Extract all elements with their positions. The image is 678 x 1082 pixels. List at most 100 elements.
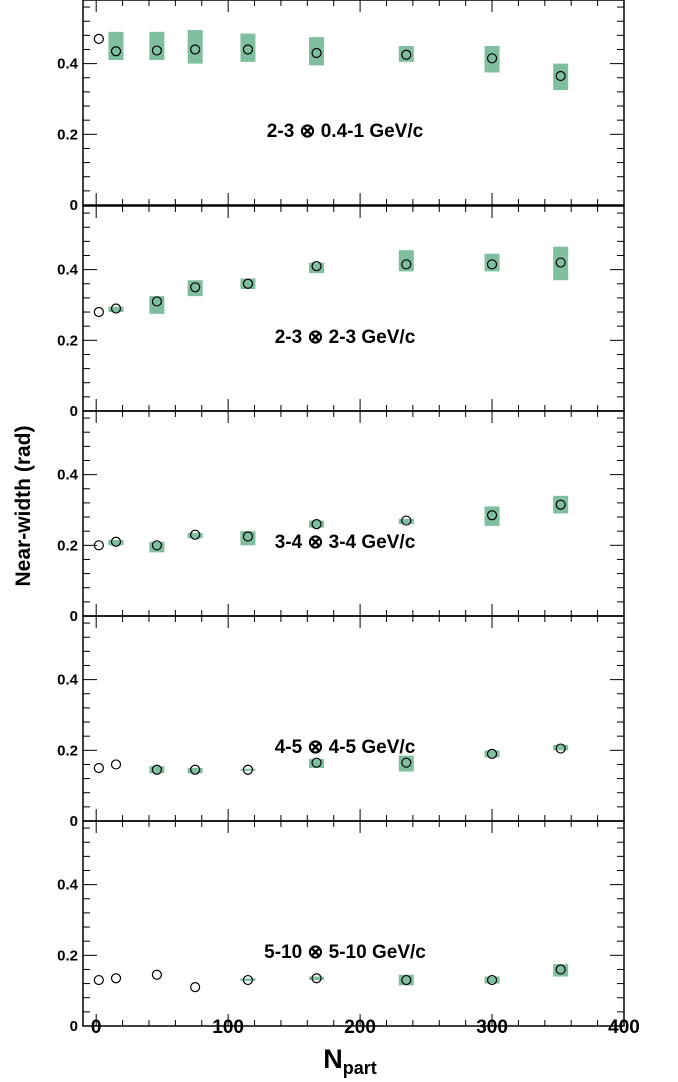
sys-box [309, 37, 325, 66]
y-tick-label: 0.4 [57, 262, 79, 279]
sys-box [553, 495, 569, 514]
data-point [93, 540, 104, 551]
data-point [151, 45, 162, 56]
y-tick-label: 0.2 [57, 332, 78, 349]
data-point [555, 499, 566, 510]
panel-label: 4-5 ⊗ 4-5 GeV/c [275, 737, 416, 758]
sys-box [149, 541, 165, 553]
data-point [486, 53, 498, 64]
sys-box [553, 246, 569, 281]
panel-frame [82, 615, 625, 822]
panel-frame [82, 0, 625, 206]
sys-box [149, 296, 165, 314]
sys-box [108, 540, 124, 546]
x-tick-label: 0 [91, 1017, 102, 1038]
data-point [401, 515, 412, 526]
data-point [486, 259, 498, 270]
sys-box [484, 45, 500, 73]
panel-frame [82, 820, 625, 1027]
data-point [110, 759, 122, 770]
y-tick-label: 0.2 [57, 537, 78, 554]
sys-box [187, 30, 203, 64]
sys-box [240, 978, 256, 982]
data-point [486, 974, 498, 986]
data-point [242, 974, 254, 986]
y-tick-label: 0 [70, 1018, 78, 1035]
sys-box [484, 750, 500, 758]
data-point [110, 303, 122, 314]
data-point [401, 974, 412, 986]
data-point [555, 257, 566, 268]
panels: 0 0.2 0.4 2-3 ⊗ 0.4-1 GeV/c 0 0.2 0.4 2-3 ⊗ 2-3… [57, 0, 625, 1035]
data-point [190, 44, 201, 55]
data-point [311, 973, 322, 984]
sys-box [553, 745, 569, 751]
data-point [110, 973, 122, 984]
panel-frame [82, 410, 625, 617]
y-tick-label: 0 [70, 813, 78, 830]
y-tick-label: 0 [70, 197, 78, 214]
sys-box [240, 33, 256, 62]
sys-box [309, 759, 325, 768]
data-point [190, 982, 201, 993]
data-point [401, 757, 412, 768]
data-point [311, 47, 322, 59]
data-point [311, 260, 322, 272]
data-point [242, 764, 254, 775]
y-tick-label: 0.4 [57, 467, 79, 484]
data-point [93, 306, 104, 318]
data-point [401, 49, 412, 60]
data-point [93, 33, 104, 44]
data-point [190, 529, 201, 540]
x-tick-label: 200 [344, 1017, 376, 1038]
data-point [151, 540, 162, 551]
y-tick-label: 0 [70, 608, 78, 625]
data-point [311, 757, 322, 768]
sys-box [484, 976, 500, 984]
sys-box [484, 506, 500, 526]
sys-box [309, 520, 325, 528]
data-point [93, 974, 104, 986]
x-tick-label: 100 [212, 1017, 244, 1038]
data-point [151, 764, 162, 775]
data-point [190, 282, 201, 293]
x-axis-title-sub: part [343, 1058, 377, 1078]
sys-box [240, 768, 256, 771]
data-point [242, 44, 254, 55]
data-point [555, 964, 566, 975]
panel-3: 0 0.2 0.4 3-4 ⊗ 3-4 GeV/c [57, 410, 625, 625]
data-point [486, 748, 498, 759]
panel-1: 0 0.2 0.4 2-3 ⊗ 0.4-1 GeV/c [57, 0, 625, 214]
data-point [151, 296, 162, 307]
data-point [93, 762, 104, 774]
x-tick-label: 300 [476, 1017, 508, 1038]
y-tick-label: 0.2 [57, 126, 78, 143]
sys-box [309, 262, 325, 274]
y-tick-label: 0 [70, 403, 78, 420]
y-tick-label: 0.4 [57, 672, 79, 689]
sys-box [553, 964, 569, 977]
data-point [242, 278, 254, 289]
sys-box [149, 766, 165, 774]
sys-box [398, 518, 414, 525]
sys-box [187, 767, 203, 774]
x-axis-title-main: N [323, 1044, 343, 1074]
data-point [486, 510, 498, 521]
data-point [555, 743, 566, 754]
panel-5: 0 0.2 0.4 5-10 ⊗ 5-10 GeV/c [57, 820, 625, 1035]
data-point [190, 764, 201, 775]
data-point [151, 969, 162, 980]
sys-box [187, 532, 203, 539]
data-point [110, 536, 122, 547]
y-tick-label: 0.4 [57, 56, 79, 73]
sys-box [108, 306, 124, 313]
sys-box [240, 278, 256, 290]
x-tick-label: 400 [608, 1017, 640, 1038]
y-axis-title: Near-width (rad) [12, 425, 35, 586]
y-tick-label: 0.4 [57, 877, 79, 894]
sys-box [398, 250, 414, 272]
sys-box [398, 974, 414, 986]
panel-label: 2-3 ⊗ 0.4-1 GeV/c [267, 121, 424, 142]
data-point [242, 531, 254, 542]
